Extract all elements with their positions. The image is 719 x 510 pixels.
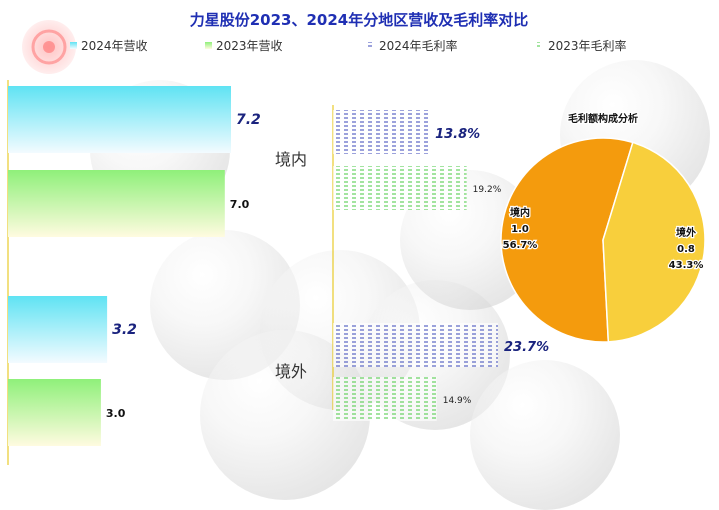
bar-gm2023-1 [333,377,437,421]
chart-title: 力星股份2023、2024年分地区营收及毛利率对比 [190,11,529,29]
value-label-gm2023-1: 14.9% [443,396,472,406]
legend-marker-rev2024 [70,42,77,49]
pie-label-1: 境外 [676,226,696,239]
pie-percent-0: 56.7% [503,240,538,251]
value-label-rev2023-1: 3.0 [106,407,126,420]
legend-marker-gm2024 [368,42,375,49]
legend-label-rev2023: 2023年营收 [216,39,283,53]
bar-rev2024-1 [8,296,108,363]
legend-marker-gm2023 [537,42,544,49]
bar-gm2024-0 [333,110,430,154]
legend-marker-rev2023 [205,42,212,49]
bar-gm2023-0 [333,166,467,210]
bar-gm2024-1 [333,323,498,367]
value-label-gm2024-0: 13.8% [435,127,480,142]
value-label-rev2023-0: 7.0 [230,198,250,211]
value-label-rev2024-1: 3.2 [112,322,137,338]
logo-icon [22,20,76,74]
pie-value-0: 1.0 [511,224,529,235]
pie-percent-1: 43.3% [669,260,704,271]
background-sphere [470,360,620,510]
bar-rev2023-0 [8,170,225,237]
category-label-0: 境内 [275,150,307,169]
legend-label-gm2023: 2023年毛利率 [548,38,627,53]
value-label-gm2023-0: 19.2% [473,185,502,195]
legend-label-rev2024: 2024年营收 [81,39,148,53]
pie-slice-0 [500,137,634,343]
legend: 2024年营收 2023年营收 2024年毛利率 2023年毛利率 [70,38,627,53]
pie-title: 毛利额构成分析 [568,112,638,125]
bar-rev2023-1 [8,379,101,446]
pie-value-1: 0.8 [677,244,695,255]
bar-rev2024-0 [8,86,231,153]
chart-stage: 力星股份2023、2024年分地区营收及毛利率对比 2024年营收 2023年营收… [7,11,710,510]
pie-label-0: 境内 [510,206,530,219]
value-label-gm2024-1: 23.7% [504,340,549,355]
gross-margin-bars: 13.8% 19.2% 23.7% 14.9% [332,105,549,421]
legend-label-gm2024: 2024年毛利率 [379,38,458,53]
regional-revenue-margin-chart: 力星股份2023、2024年分地区营收及毛利率对比 2024年营收 2023年营收… [7,11,706,465]
pie-slice-1 [602,141,706,343]
category-label-1: 境外 [275,362,307,381]
value-label-rev2024-0: 7.2 [236,112,261,128]
